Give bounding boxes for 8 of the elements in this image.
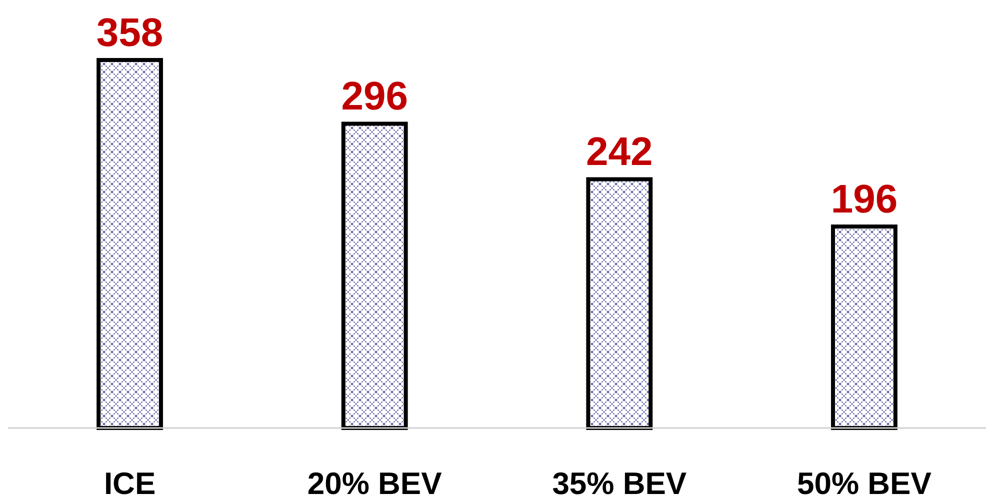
data-label: 242: [586, 130, 653, 174]
data-label: 296: [341, 74, 408, 119]
x-tick-label: ICE: [104, 466, 156, 501]
data-label: 196: [830, 178, 898, 222]
x-tick-label: 20% BEV: [307, 466, 442, 501]
data-label: 358: [96, 11, 164, 55]
x-tick-label: 50% BEV: [797, 466, 932, 501]
x-tick-label: 35% BEV: [552, 466, 687, 501]
